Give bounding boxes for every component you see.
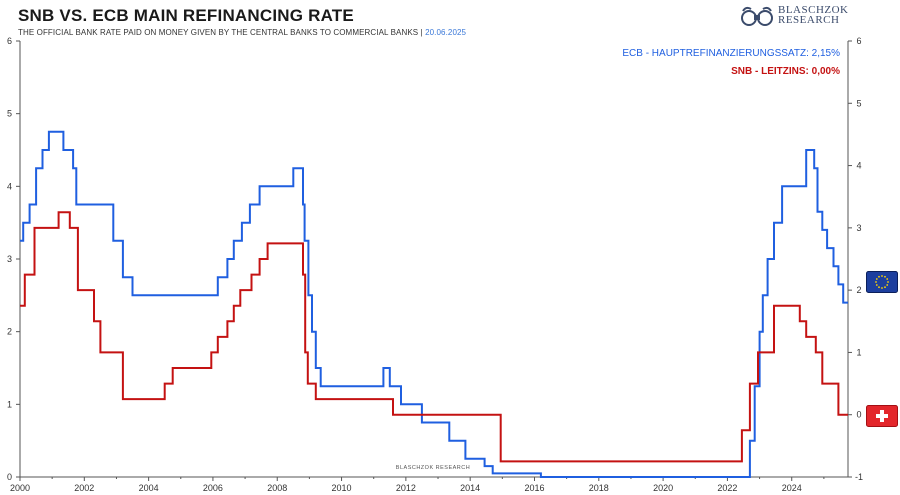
left-tick-label: 1 xyxy=(7,399,12,409)
brand-line-2: RESEARCH xyxy=(778,14,840,26)
snb-rate-line xyxy=(20,211,848,463)
brand-line-1: BLASCHZOK xyxy=(778,4,849,16)
brand-logo: BLASCHZOK RESEARCH xyxy=(740,4,890,30)
left-tick-label: 0 xyxy=(7,472,12,482)
x-tick-label: 2002 xyxy=(74,483,94,493)
chart-series xyxy=(20,130,848,478)
x-tick-label: 2016 xyxy=(524,483,544,493)
x-tick-label: 2020 xyxy=(653,483,673,493)
eu-flag-icon xyxy=(866,271,898,293)
bull-bear-logo-icon xyxy=(741,6,773,26)
subtitle-text: THE OFFICIAL BANK RATE PAID ON MONEY GIV… xyxy=(18,28,423,37)
left-tick-label: 3 xyxy=(7,254,12,264)
right-tick-label: 2 xyxy=(856,285,861,295)
x-tick-label: 2004 xyxy=(139,483,159,493)
right-tick-label: -1 xyxy=(855,472,863,482)
right-tick-label: 6 xyxy=(856,36,861,46)
left-tick-label: 2 xyxy=(7,327,12,337)
left-tick-label: 4 xyxy=(7,181,12,191)
chart-subtitle: THE OFFICIAL BANK RATE PAID ON MONEY GIV… xyxy=(18,28,466,37)
chart-title: SNB VS. ECB MAIN REFINANCING RATE xyxy=(18,6,354,25)
right-tick-label: 0 xyxy=(856,410,861,420)
x-tick-label: 2022 xyxy=(717,483,737,493)
watermark: BLASCHZOK RESEARCH xyxy=(396,465,470,471)
x-tick-label: 2024 xyxy=(782,483,802,493)
legend-snb: SNB - LEITZINS: 0,00% xyxy=(731,66,840,77)
legend-ecb: ECB - HAUPTREFINANZIERUNGSSATZ: 2,15% xyxy=(622,48,840,59)
x-tick-label: 2000 xyxy=(10,483,30,493)
chart-axes: 0 1 2 3 4 5 6 -1 0 1 2 3 4 5 6 2000 2002 2004 2006 2008 2010… xyxy=(7,36,863,493)
x-tick-label: 2014 xyxy=(460,483,480,493)
ecb-rate-line xyxy=(20,130,848,478)
x-tick-label: 2008 xyxy=(267,483,287,493)
right-tick-label: 5 xyxy=(856,98,861,108)
right-tick-label: 4 xyxy=(856,161,861,171)
brand-name: BLASCHZOK RESEARCH xyxy=(778,4,849,26)
x-tick-label: 2010 xyxy=(332,483,352,493)
swiss-flag-icon xyxy=(866,405,898,427)
x-tick-label: 2018 xyxy=(589,483,609,493)
x-tick-label: 2012 xyxy=(396,483,416,493)
x-tick-label: 2006 xyxy=(203,483,223,493)
left-tick-label: 5 xyxy=(7,109,12,119)
left-tick-label: 6 xyxy=(7,36,12,46)
subtitle-date: 20.06.2025 xyxy=(425,28,467,37)
right-tick-label: 1 xyxy=(856,347,861,357)
right-tick-label: 3 xyxy=(856,223,861,233)
